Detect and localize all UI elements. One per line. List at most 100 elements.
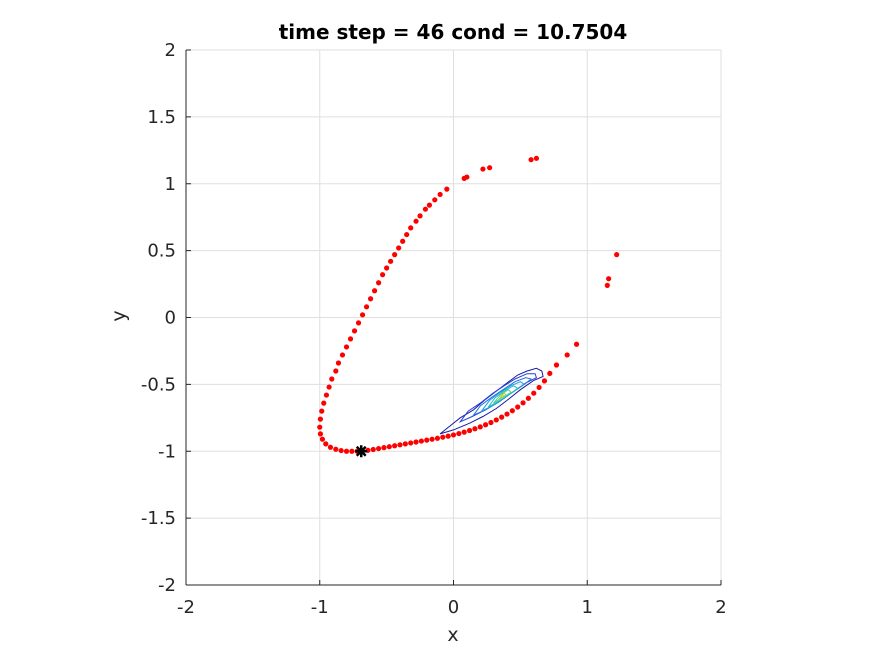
scatter-point: [487, 165, 493, 171]
x-axis-label: x: [447, 624, 458, 646]
axes: [185, 49, 722, 586]
scatter-point: [536, 384, 542, 391]
scatter-point: [343, 344, 350, 350]
scatter-point: [402, 441, 408, 447]
scatter-point: [445, 433, 451, 439]
scatter-point: [515, 404, 521, 410]
scatter-point: [488, 419, 494, 426]
scatter-point: [472, 426, 478, 432]
scatter-point: [392, 443, 398, 449]
scatter-point: [376, 445, 382, 452]
contour-level: [439, 367, 544, 435]
scatter-point: [333, 368, 339, 374]
scatter-point: [319, 408, 325, 414]
scatter-point: [371, 288, 378, 294]
y-tick-label: 0: [165, 308, 176, 329]
scatter-point: [509, 408, 515, 414]
scatter-point: [541, 378, 548, 384]
scatter-point: [531, 390, 537, 396]
scatter-point: [343, 448, 350, 454]
y-tick-label: 1: [165, 174, 176, 195]
scatter-point: [355, 320, 362, 326]
scatter-point: [564, 352, 570, 358]
scatter-point: [432, 197, 438, 203]
scatter-point: [520, 400, 526, 406]
scatter-point: [317, 416, 324, 422]
scatter-point: [547, 370, 553, 377]
scatter-point: [327, 444, 334, 450]
scatter-point: [434, 435, 441, 441]
scatter-point: [606, 276, 612, 282]
scatter-point: [429, 436, 435, 442]
scatter-series: [317, 155, 620, 454]
contour-level: [501, 394, 505, 398]
scatter-point: [604, 282, 610, 288]
scatter-point: [483, 422, 489, 428]
scatter-point: [477, 424, 483, 430]
scatter-point: [384, 265, 390, 271]
x-tick-label: 2: [715, 597, 726, 618]
scatter-point: [461, 175, 467, 181]
scatter-point: [317, 424, 323, 430]
scatter-point: [386, 444, 392, 450]
x-tick-label: 0: [448, 597, 459, 618]
y-tick-label: 1.5: [147, 107, 176, 128]
scatter-point: [418, 438, 424, 444]
scatter-point: [335, 360, 342, 366]
y-tick-label: 2: [165, 40, 176, 61]
scatter-point: [499, 414, 505, 420]
scatter-point: [319, 436, 326, 442]
scatter-point: [573, 341, 580, 347]
scatter-point: [347, 336, 354, 342]
asterisk-center: [357, 447, 365, 455]
scatter-point: [321, 400, 327, 406]
x-tick-label: -1: [311, 597, 329, 618]
contour-level: [487, 385, 519, 408]
scatter-point: [437, 191, 443, 198]
scatter-point: [363, 304, 370, 310]
scatter-point: [400, 238, 406, 244]
scatter-point: [317, 431, 324, 437]
x-tick-label: 1: [582, 597, 593, 618]
density-contours: [439, 367, 544, 435]
y-tick-label: -0.5: [141, 374, 176, 395]
scatter-point: [533, 155, 540, 161]
tick-labels: -2 -1 0 1 2 -2 -1.5 -1 -0.5 0 0.5 1 1.5 2: [141, 40, 727, 618]
scatter-point: [351, 328, 358, 334]
scatter-point: [422, 206, 429, 212]
scatter-point: [614, 252, 620, 258]
scatter-point: [426, 202, 433, 208]
y-tick-label: -1: [158, 441, 176, 462]
scatter-point: [408, 225, 414, 231]
y-tick-label: 0.5: [147, 241, 176, 262]
scatter-point: [338, 447, 344, 454]
scatter-point: [553, 362, 560, 368]
scatter-point: [461, 429, 467, 435]
y-tick-label: -2: [158, 575, 176, 596]
scatter-point: [397, 442, 403, 448]
scatter-point: [370, 446, 376, 453]
scatter-point: [504, 411, 510, 417]
scatter-point: [392, 252, 398, 258]
asterisk-marker: [355, 445, 368, 458]
scatter-point: [456, 430, 462, 437]
scatter-point: [329, 376, 335, 382]
scatter-point: [417, 213, 423, 219]
scatter-point: [333, 446, 339, 452]
scatter-point: [408, 440, 414, 446]
scatter-point: [380, 272, 386, 278]
scatter-point: [323, 392, 330, 398]
scatter-point: [367, 296, 374, 302]
y-tick-label: -1.5: [141, 508, 176, 529]
scatter-point: [466, 427, 473, 434]
scatter-point: [444, 186, 450, 192]
scatter-point: [376, 280, 382, 286]
scatter-point: [381, 445, 387, 451]
current-position-marker: [355, 445, 368, 458]
scatter-point: [339, 352, 346, 358]
scatter-point: [480, 166, 486, 172]
scatter-point: [388, 258, 394, 264]
scatter-point: [528, 157, 534, 163]
scatter-point: [404, 231, 410, 238]
